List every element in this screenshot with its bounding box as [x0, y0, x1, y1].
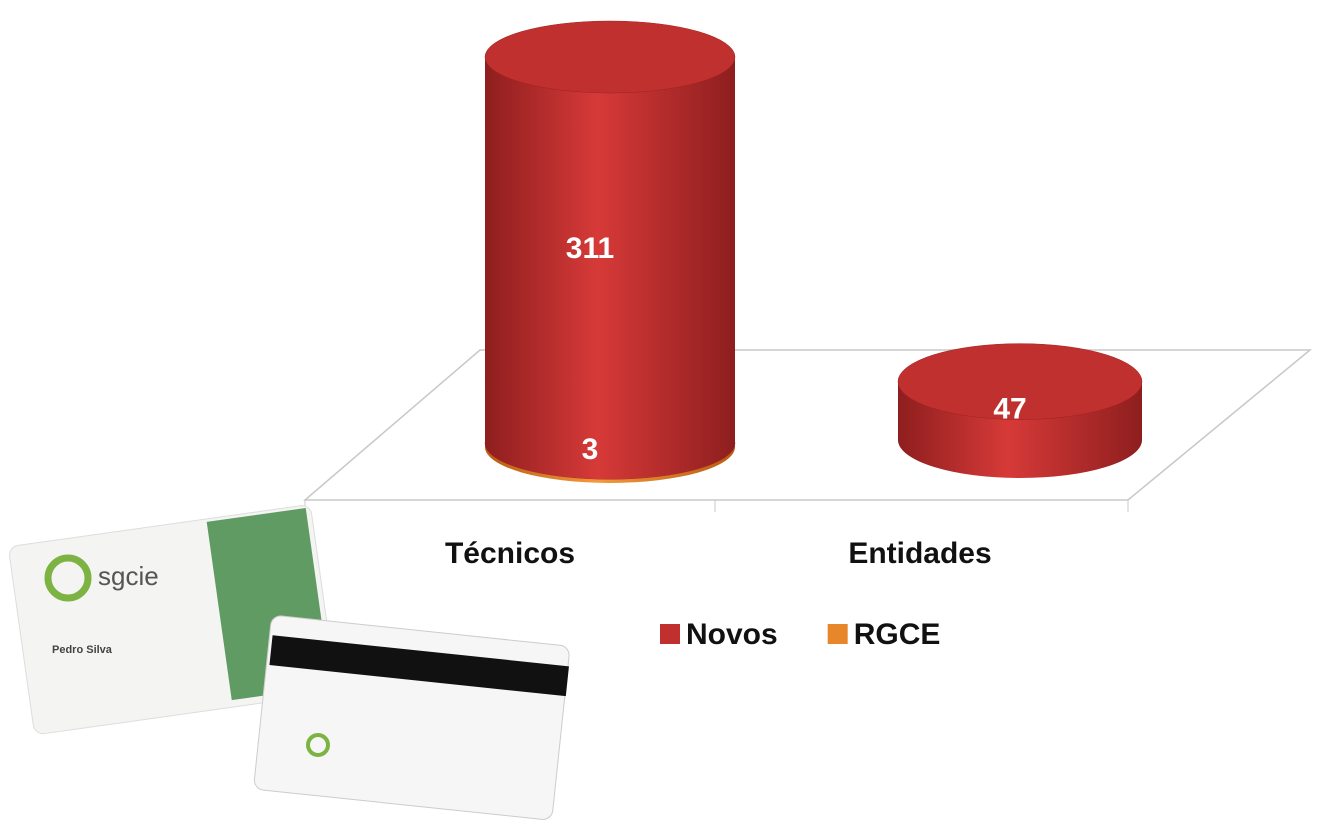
data-label: 311 [566, 232, 614, 265]
legend-swatch [660, 624, 680, 644]
cylinder-top [485, 21, 735, 93]
legend-swatch [828, 624, 848, 644]
legend-label: Novos [686, 618, 778, 651]
x-tick-label: Entidades [848, 537, 991, 570]
floor [305, 350, 1310, 500]
card-text: sgcie [98, 561, 159, 591]
legend-label: RGCE [854, 618, 941, 651]
data-label: 47 [993, 393, 1026, 426]
chart: sgcie Pedro Silva Técnicos Entidades 3 311 4… [0, 0, 1318, 820]
data-label: 3 [582, 433, 599, 466]
card-text: Pedro Silva [52, 644, 113, 656]
x-tick-label: Técnicos [445, 537, 575, 570]
